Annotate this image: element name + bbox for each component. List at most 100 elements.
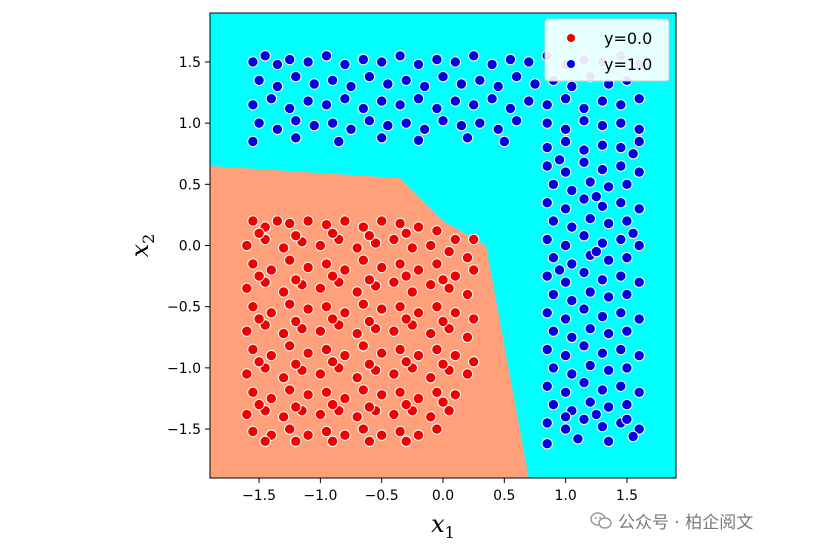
y-tick-label: 0.5 — [179, 177, 201, 193]
point-class-0 — [284, 254, 296, 266]
x-axis-ticks: −1.5 −1.0 −0.5 0.0 0.5 1.0 1.5 — [242, 478, 638, 504]
x-axis-label: x1 — [431, 510, 455, 542]
point-class-0 — [357, 254, 369, 266]
point-class-0 — [241, 282, 253, 294]
point-class-1 — [578, 340, 590, 352]
point-class-1 — [559, 203, 572, 215]
point-class-0 — [241, 239, 253, 252]
point-class-1 — [559, 349, 572, 362]
point-class-1 — [541, 417, 553, 429]
point-class-1 — [455, 78, 468, 90]
point-class-1 — [572, 433, 584, 445]
point-class-0 — [431, 301, 443, 313]
x-tick-label: −1.0 — [303, 488, 337, 504]
point-class-0 — [314, 282, 327, 294]
point-class-1 — [559, 411, 572, 423]
point-class-0 — [449, 349, 461, 362]
point-class-0 — [284, 423, 296, 435]
point-class-0 — [388, 325, 400, 337]
point-class-0 — [290, 315, 302, 328]
point-class-1 — [339, 58, 351, 71]
point-class-1 — [345, 123, 357, 136]
point-class-0 — [363, 435, 376, 447]
point-class-1 — [284, 53, 296, 66]
y-axis-label: x2 — [126, 234, 158, 258]
point-class-1 — [621, 252, 633, 264]
point-class-1 — [541, 99, 553, 111]
point-class-1 — [615, 233, 627, 246]
point-class-1 — [633, 386, 645, 398]
point-class-1 — [455, 119, 468, 132]
point-class-1 — [400, 74, 412, 87]
point-class-0 — [443, 245, 455, 258]
point-class-1 — [418, 123, 431, 136]
point-class-1 — [382, 119, 394, 132]
point-class-0 — [320, 258, 333, 270]
point-class-1 — [376, 132, 388, 144]
point-class-1 — [326, 74, 339, 87]
point-class-0 — [400, 270, 412, 282]
point-class-0 — [388, 408, 400, 421]
point-class-0 — [351, 372, 363, 384]
point-class-0 — [388, 368, 400, 380]
point-class-0 — [247, 301, 259, 313]
point-class-1 — [578, 115, 590, 127]
point-class-0 — [265, 392, 277, 405]
point-class-1 — [431, 53, 443, 66]
point-class-1 — [633, 313, 645, 325]
point-class-1 — [326, 117, 339, 129]
point-class-1 — [633, 123, 645, 136]
point-class-1 — [541, 160, 553, 172]
point-class-1 — [578, 266, 590, 279]
point-class-1 — [253, 117, 265, 129]
point-class-1 — [566, 221, 578, 233]
point-class-1 — [486, 93, 498, 105]
point-class-0 — [339, 215, 351, 227]
point-class-1 — [633, 203, 645, 215]
point-class-1 — [449, 56, 461, 68]
point-class-0 — [290, 435, 302, 447]
point-class-0 — [412, 392, 425, 405]
point-class-0 — [290, 274, 302, 286]
point-class-1 — [578, 230, 590, 242]
point-class-0 — [431, 258, 443, 270]
legend-box — [544, 18, 670, 82]
point-class-0 — [363, 358, 376, 370]
point-class-1 — [584, 323, 596, 335]
point-class-1 — [320, 50, 333, 62]
point-class-0 — [326, 398, 339, 411]
point-class-1 — [363, 70, 376, 83]
point-class-1 — [504, 53, 517, 66]
point-class-0 — [351, 286, 363, 298]
point-class-1 — [596, 95, 609, 107]
point-class-0 — [431, 423, 443, 435]
point-class-1 — [259, 50, 271, 62]
point-class-1 — [615, 307, 627, 319]
y-tick-label: −0.5 — [167, 300, 201, 316]
point-class-1 — [621, 413, 633, 425]
point-class-0 — [363, 315, 376, 328]
point-class-0 — [376, 261, 388, 274]
point-class-1 — [602, 401, 615, 413]
point-class-1 — [320, 99, 333, 111]
point-class-0 — [320, 343, 333, 356]
point-class-1 — [578, 102, 590, 115]
point-class-0 — [394, 301, 406, 313]
point-class-0 — [339, 307, 351, 319]
point-class-0 — [369, 237, 382, 249]
point-class-1 — [627, 430, 639, 443]
point-class-0 — [406, 286, 418, 298]
point-class-1 — [492, 123, 504, 136]
point-class-1 — [578, 303, 590, 315]
point-class-1 — [492, 80, 504, 93]
point-class-1 — [584, 359, 596, 372]
x-tick-label: 1.0 — [554, 488, 576, 504]
point-class-1 — [578, 413, 590, 425]
point-class-1 — [621, 178, 633, 191]
watermark-text: 公众号 · 柏企阅文 — [618, 513, 754, 533]
point-class-0 — [357, 340, 369, 352]
point-class-0 — [376, 215, 388, 227]
x-tick-label: 1.5 — [616, 488, 638, 504]
point-class-0 — [412, 307, 425, 319]
